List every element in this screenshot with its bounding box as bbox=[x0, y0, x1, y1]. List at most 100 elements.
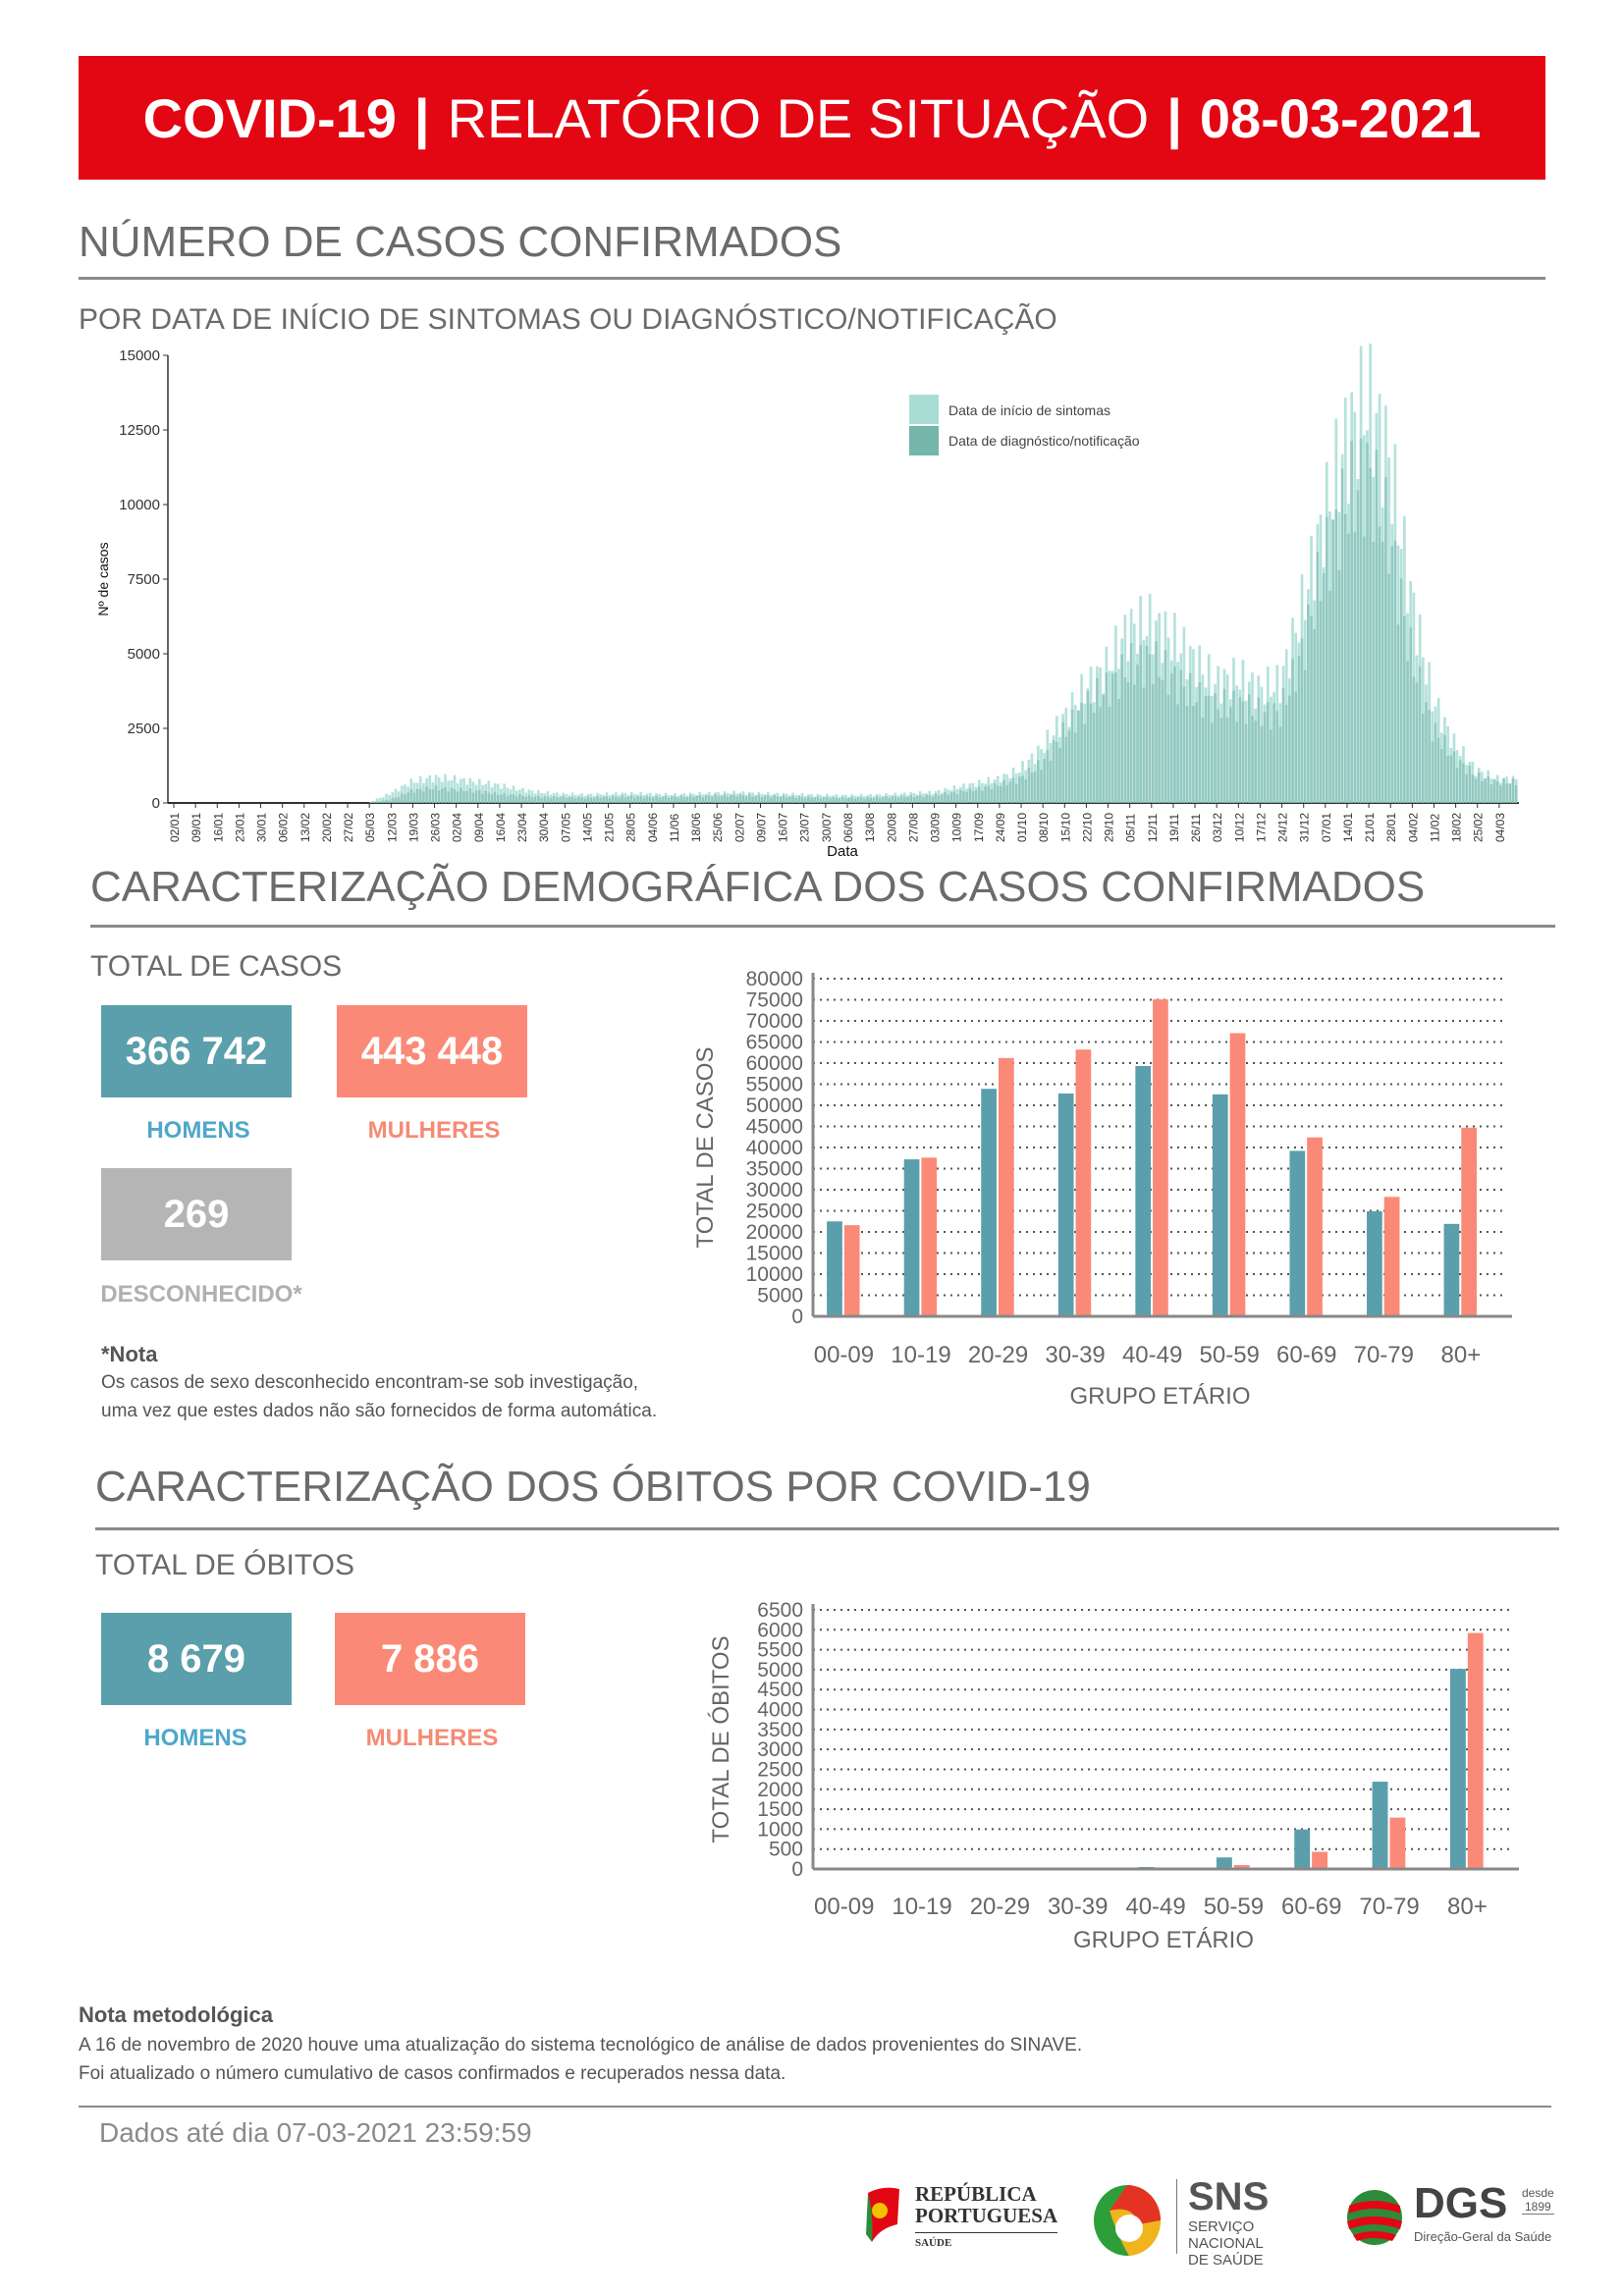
bar-notification bbox=[397, 796, 401, 803]
bar-notification bbox=[375, 801, 379, 803]
logo-text: desde bbox=[1522, 2186, 1554, 2200]
bar-notification bbox=[1185, 706, 1189, 803]
bar-notification bbox=[599, 798, 602, 803]
x-tick-label: 25/02 bbox=[1472, 813, 1486, 842]
bar-notification bbox=[800, 796, 804, 803]
bar-notification bbox=[658, 797, 662, 803]
x-tick-label: 06/08 bbox=[841, 813, 855, 842]
bar-notification bbox=[723, 794, 727, 803]
bar-women bbox=[998, 1057, 1014, 1316]
x-tick-label: 50-59 bbox=[1204, 1894, 1264, 1920]
men-label: HOMENS bbox=[143, 1725, 247, 1751]
x-tick-label: 16/07 bbox=[777, 813, 790, 842]
bar-notification bbox=[629, 795, 633, 803]
bar-notification bbox=[540, 797, 543, 803]
bar-notification bbox=[810, 797, 813, 803]
bar-symptoms bbox=[369, 801, 373, 803]
bar-notification bbox=[1214, 693, 1217, 803]
bar-notification bbox=[918, 795, 922, 803]
bar-symptoms bbox=[471, 781, 475, 803]
bar-symptoms bbox=[404, 784, 406, 803]
bar-notification bbox=[1328, 590, 1331, 803]
bar-notification bbox=[1099, 707, 1102, 803]
x-tick-label: 27/02 bbox=[342, 813, 355, 842]
bar-notification bbox=[1403, 615, 1406, 803]
bar-notification bbox=[1021, 775, 1024, 803]
bar-notification bbox=[1133, 684, 1136, 803]
bar-notification bbox=[1284, 705, 1288, 803]
data-until: Dados até dia 07-03-2021 23:59:59 bbox=[99, 2117, 532, 2148]
logo-text: 1899 bbox=[1525, 2200, 1551, 2214]
x-axis-title: GRUPO ETÁRIO bbox=[1069, 1383, 1250, 1410]
bar-notification bbox=[530, 797, 534, 803]
unknown-cases-box: 269 bbox=[101, 1168, 292, 1260]
bar-men bbox=[827, 1221, 842, 1316]
bar-notification bbox=[1313, 628, 1317, 803]
bar-notification bbox=[782, 795, 785, 803]
legend-label: Data de início de sintomas bbox=[948, 402, 1110, 418]
x-tick-label: 60-69 bbox=[1276, 1342, 1336, 1368]
y-tick-label: 5500 bbox=[757, 1639, 803, 1662]
x-tick-label: 30/04 bbox=[537, 813, 551, 842]
bar-notification bbox=[1343, 513, 1347, 803]
x-tick-label: 30-39 bbox=[1045, 1342, 1105, 1368]
bar-notification bbox=[707, 795, 711, 803]
bar-notification bbox=[1406, 661, 1409, 803]
bar-women bbox=[1312, 1851, 1328, 1869]
bar-notification bbox=[791, 795, 794, 803]
legend-swatch-notification bbox=[909, 426, 939, 455]
bar-notification bbox=[977, 786, 981, 803]
bar-notification bbox=[1387, 573, 1390, 803]
bar-notification bbox=[493, 791, 497, 803]
women-label: MULHERES bbox=[365, 1725, 499, 1751]
bar-notification bbox=[685, 797, 689, 803]
bar-notification bbox=[388, 800, 391, 803]
bar-notification bbox=[688, 795, 692, 803]
bar-men bbox=[1367, 1210, 1382, 1316]
x-tick-label: 05/11 bbox=[1124, 814, 1138, 842]
x-tick-label: 13/08 bbox=[863, 813, 877, 842]
bar-women bbox=[1075, 1049, 1092, 1316]
cases-by-age-chart: 0500010000150002000025000300003500040000… bbox=[692, 968, 1512, 1410]
bar-notification bbox=[1173, 667, 1176, 803]
bar-notification bbox=[1326, 516, 1328, 803]
bar-notification bbox=[562, 795, 566, 803]
bar-men bbox=[1216, 1857, 1232, 1869]
bar-notification bbox=[1188, 673, 1192, 803]
bar-notification bbox=[928, 795, 932, 803]
y-tick-label: 15000 bbox=[746, 1243, 803, 1265]
bar-notification bbox=[1070, 709, 1074, 803]
bar-notification bbox=[549, 797, 553, 803]
x-tick-label: 03/12 bbox=[1211, 813, 1224, 842]
y-tick-label: 15000 bbox=[119, 347, 160, 364]
bar-notification bbox=[698, 795, 702, 803]
bar-notification bbox=[751, 796, 754, 803]
bar-notification bbox=[462, 790, 465, 803]
bar-notification bbox=[1024, 778, 1028, 803]
bar-notification bbox=[903, 796, 906, 803]
header-separator: | bbox=[413, 86, 430, 149]
bar-notification bbox=[730, 794, 732, 803]
header-date: 08-03-2021 bbox=[1199, 86, 1482, 149]
y-axis-title: TOTAL DE CASOS bbox=[692, 1047, 719, 1249]
bar-notification bbox=[1378, 526, 1381, 803]
bar-notification bbox=[1176, 704, 1179, 803]
x-tick-label: 11/06 bbox=[668, 814, 681, 842]
bar-notification bbox=[1322, 573, 1326, 803]
x-axis-title: GRUPO ETÁRIO bbox=[1073, 1927, 1254, 1953]
bar-notification bbox=[962, 791, 965, 803]
bar-notification bbox=[1158, 676, 1161, 803]
x-tick-label: 00-09 bbox=[814, 1894, 874, 1920]
y-tick-label: 1000 bbox=[757, 1818, 803, 1841]
bar-notification bbox=[471, 792, 475, 803]
bar-notification bbox=[460, 787, 462, 803]
bar-notification bbox=[667, 798, 671, 803]
y-tick-label: 55000 bbox=[746, 1074, 803, 1096]
y-tick-label: 4000 bbox=[757, 1699, 803, 1722]
bar-notification bbox=[1359, 438, 1363, 803]
bar-notification bbox=[763, 795, 767, 803]
y-tick-label: 2500 bbox=[128, 721, 160, 737]
bar-notification bbox=[1465, 774, 1468, 803]
bar-notification bbox=[1375, 450, 1379, 803]
bar-notification bbox=[941, 794, 944, 803]
